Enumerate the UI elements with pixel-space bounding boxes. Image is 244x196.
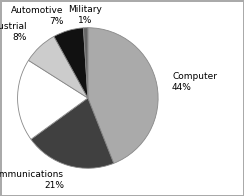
Wedge shape (83, 28, 88, 98)
Wedge shape (31, 98, 114, 168)
Wedge shape (88, 28, 158, 163)
Text: Industrial
8%: Industrial 8% (0, 22, 26, 43)
Wedge shape (29, 36, 88, 98)
Text: Communications
21%: Communications 21% (0, 170, 64, 190)
Text: Computer
44%: Computer 44% (172, 72, 217, 92)
Text: Automotive
7%: Automotive 7% (11, 6, 64, 26)
Text: Military
1%: Military 1% (68, 5, 102, 25)
Wedge shape (18, 60, 88, 139)
Wedge shape (54, 28, 88, 98)
